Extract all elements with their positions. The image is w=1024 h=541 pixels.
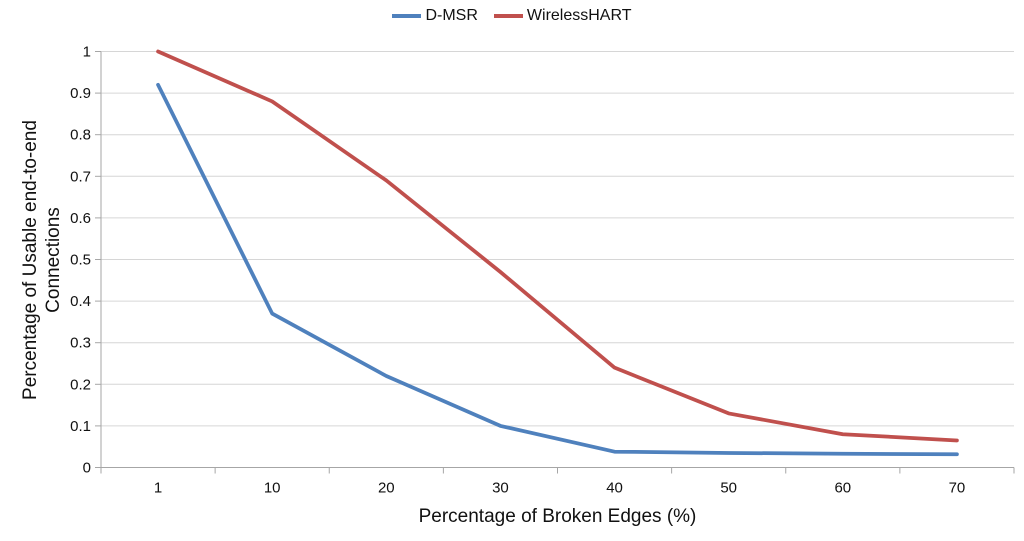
y-tick-label: 0 <box>83 460 91 477</box>
legend-item-wirelesshart: WirelessHART <box>493 7 632 25</box>
y-tick-label: 0.3 <box>70 335 91 352</box>
x-tick-label: 60 <box>834 480 851 497</box>
y-axis-title: Percentage of Usable end-to-end Connecti… <box>19 50 65 470</box>
series-line-wirelesshart <box>156 49 959 443</box>
y-axis-title-line1: Percentage of Usable end-to-end <box>20 120 41 400</box>
x-tick-label: 50 <box>720 480 737 497</box>
y-tick-label: 0.9 <box>70 85 91 102</box>
x-axis-title: Percentage of Broken Edges (%) <box>418 506 697 527</box>
y-tick-label: 0.6 <box>70 210 91 227</box>
series-line-d-msr <box>156 82 959 457</box>
x-tick-label: 30 <box>492 480 509 497</box>
x-tick-label: 20 <box>378 480 395 497</box>
x-tick-label: 10 <box>264 480 281 497</box>
y-tick-label: 0.8 <box>70 127 91 144</box>
y-tick-label: 0.2 <box>70 376 91 393</box>
x-tick-label: 70 <box>949 480 966 497</box>
y-axis-title-line2: Connections <box>43 207 64 313</box>
y-tick-label: 0.5 <box>70 252 91 269</box>
y-tick-label: 0.4 <box>70 293 91 310</box>
y-tick-label: 1 <box>83 44 91 61</box>
legend-item-d-msr: D-MSR <box>392 7 478 25</box>
x-tick-label: 1 <box>154 480 162 497</box>
y-tick-label: 0.7 <box>70 168 91 185</box>
y-tick-label: 0.1 <box>70 418 91 435</box>
legend-line-swatch-d-msr <box>392 14 422 18</box>
x-tick-label: 40 <box>606 480 623 497</box>
chart-legend: D-MSR WirelessHART <box>0 7 1024 25</box>
legend-label-d-msr: D-MSR <box>425 7 478 24</box>
legend-label-wirelesshart: WirelessHART <box>526 7 632 24</box>
legend-line-swatch-wirelesshart <box>493 14 523 18</box>
